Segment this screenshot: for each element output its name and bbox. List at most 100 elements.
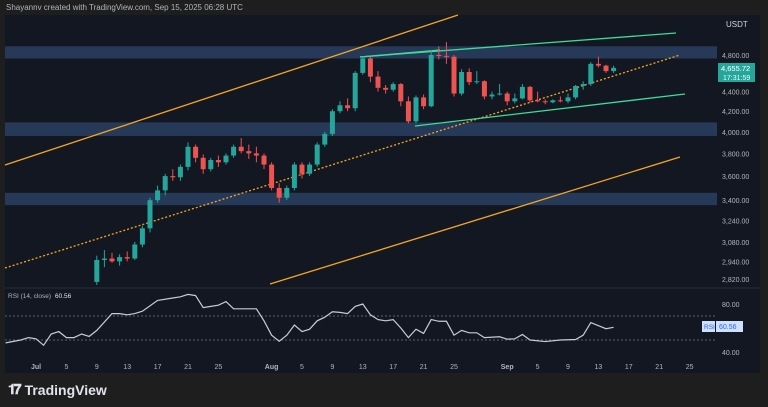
candle-body [352,72,358,109]
candle-body [443,55,449,57]
candle-body [124,257,130,259]
candle-body [595,63,601,66]
currency-text: USDT [726,20,748,29]
candle-body [527,86,533,101]
candle-body [314,144,320,165]
candle-body [550,100,556,103]
candle-body [276,187,282,198]
candle-body [231,146,237,156]
svg-text:60.56: 60.56 [719,324,737,331]
date-tick-label: 9 [95,364,99,371]
candle-body [162,176,168,191]
candle-body [238,146,244,152]
support-resistance-zone [5,46,717,59]
rsi-tick-label: 40.00 [722,350,740,357]
candle-body [519,86,525,99]
price-tick-label: 3,400.00 [722,198,749,205]
candle-body [193,146,199,158]
candle-body [284,187,290,198]
tradingview-logo-icon: 𝟏𝟕 [8,381,22,397]
trendline [414,93,686,127]
candle-body [215,160,221,163]
candle-body [611,67,617,72]
candle-body [246,151,252,154]
support-resistance-zone [5,122,717,136]
trendline [269,156,681,285]
candle-body [345,105,351,109]
candle-body [147,200,153,229]
rsi-line [5,293,614,347]
candle-body [253,153,259,156]
last-price: 4,655.72 [721,64,750,73]
candle-body [603,65,609,72]
candle-body [436,55,442,56]
candle-body [535,100,541,102]
candle-body [481,81,487,97]
date-tick-label: 25 [686,364,694,371]
date-tick-label: 17 [625,364,633,371]
candle-body [367,58,373,77]
candle-body [329,111,335,134]
candle-body [360,58,366,73]
price-chart[interactable]: 4,800.00 4,400.00 4,200.00 4,000.00 3,800.00… [0,0,768,376]
candle-body [269,164,275,188]
tradingview-logo[interactable]: 𝟏𝟕 TradingView [8,381,107,398]
currency-label[interactable]: USDT [720,16,760,32]
countdown: 17:31:59 [723,75,750,82]
date-tick-label: 13 [359,364,367,371]
candle-body [223,155,229,163]
candle-body [200,157,206,170]
price-tick-label: 2,940.00 [722,259,749,266]
candle-body [132,244,138,259]
date-tick-label: 17 [154,364,162,371]
candle-body [428,55,434,107]
candle-body [451,56,457,94]
candle-body [512,98,518,102]
candle-body [117,257,123,262]
candle-body [557,100,563,102]
date-tick-label: 5 [536,364,540,371]
price-tick-label: 2,820.00 [722,277,749,284]
candle-body [489,94,495,97]
date-tick-label: 5 [64,364,68,371]
price-tick-label: 4,000.00 [722,130,749,137]
candle-body [390,84,396,90]
last-price-badge: 4,655.72 17:31:59 [718,63,755,82]
date-tick-label: 13 [123,364,131,371]
candle-body [291,164,297,188]
date-tick-label: 5 [300,364,304,371]
candle-body [101,258,107,260]
date-tick-label: Jul [31,364,41,371]
candle-body [375,76,381,88]
candle-body [474,81,480,83]
rsi-value-badge: RSI 60.56 [702,321,743,332]
candle-body [565,97,571,102]
date-tick-label: 9 [566,364,570,371]
candle-body [307,164,313,174]
candle-body [177,166,183,178]
candle-body [421,97,427,107]
date-tick-label: 9 [330,364,334,371]
trendline [4,54,681,269]
support-resistance-zone [5,192,717,206]
date-tick-label: 21 [184,364,192,371]
date-tick-label: 21 [655,364,663,371]
date-tick-label: 25 [215,364,223,371]
candle-body [139,228,145,245]
price-tick-label: 3,600.00 [722,174,749,181]
price-tick-label: 4,800.00 [722,53,749,60]
candle-body [588,63,594,85]
candle-body [109,258,115,262]
candle-body [322,133,328,145]
candle-body [580,84,586,86]
rsi-tick-label: 80.00 [722,302,740,309]
date-tick-label: Aug [265,364,279,371]
candle-body [573,85,579,98]
brand-name: TradingView [24,381,107,398]
attribution: Shayannv created with TradingView.com, S… [6,3,243,12]
candle-body [542,101,548,103]
trendline [4,14,459,166]
date-tick-label: 25 [450,364,458,371]
date-tick-label: 13 [595,364,603,371]
